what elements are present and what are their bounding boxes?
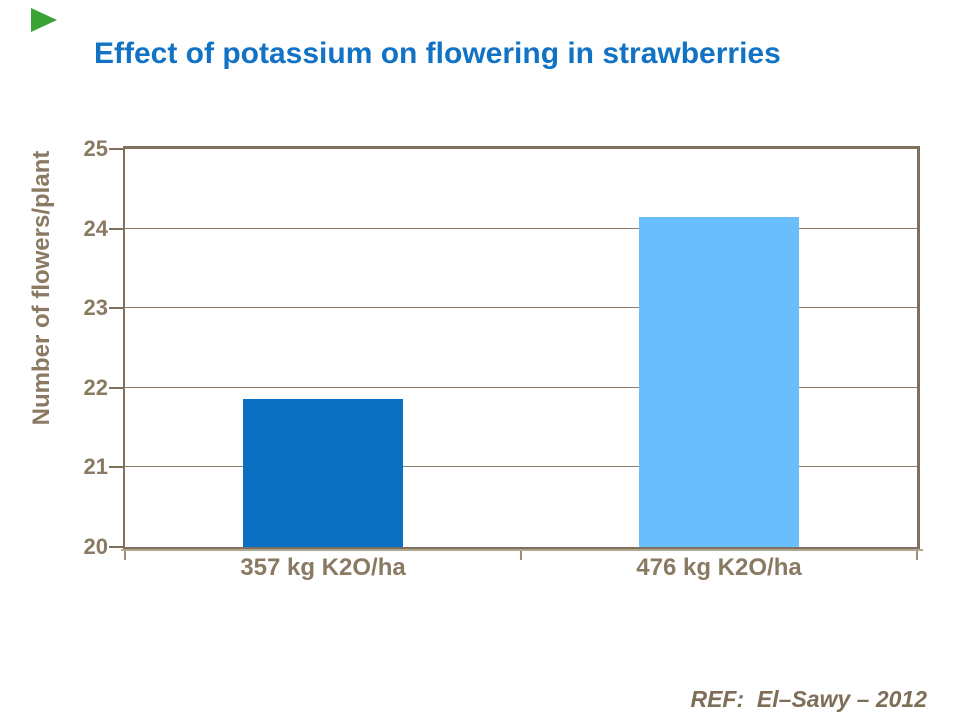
y-tick-mark-20 (109, 546, 123, 548)
y-tick-mark-22 (109, 386, 123, 389)
y-tick-mark-25 (109, 148, 123, 150)
bar-2 (639, 217, 799, 547)
y-tick-mark-24 (109, 227, 123, 230)
y-tick-label-21: 21 (83, 454, 108, 480)
x-tick-mark-0.5 (520, 551, 522, 560)
y-tick-label-23: 23 (83, 295, 108, 321)
x-tick-mark-0 (124, 551, 126, 560)
bar-1 (243, 398, 403, 547)
gridline-24 (125, 227, 917, 229)
plot-area (123, 146, 920, 549)
gridline-21 (125, 466, 917, 468)
gridline-22 (125, 386, 917, 388)
green-triangle-icon (31, 8, 57, 32)
y-tick-mark-23 (109, 307, 123, 310)
x-tick-mark-1 (916, 551, 918, 560)
y-tick-label-25: 25 (83, 136, 108, 161)
x-category-label-1: 357 kg K2O/ha (240, 554, 406, 581)
y-tick-label-22: 22 (83, 374, 108, 400)
gridline-23 (125, 307, 917, 309)
chart-title: Effect of potassium on flowering in stra… (94, 37, 781, 70)
x-axis-shadow-line (121, 549, 923, 551)
y-tick-label-20: 20 (83, 534, 108, 559)
y-tick-mark-21 (109, 466, 123, 469)
x-category-label-2: 476 kg K2O/ha (636, 554, 802, 581)
y-tick-label-24: 24 (83, 215, 108, 241)
reference-text: REF: El–Sawy – 2012 (690, 686, 927, 712)
